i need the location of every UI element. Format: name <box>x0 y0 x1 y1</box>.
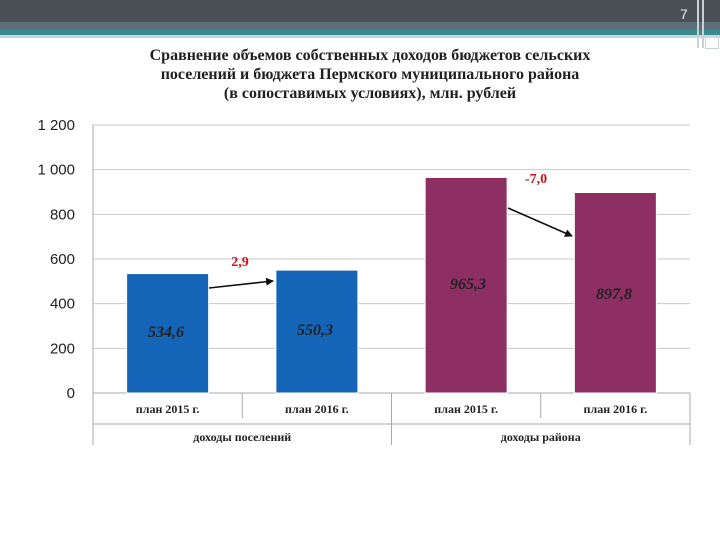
y-tick-label: 0 <box>67 385 75 402</box>
data-label: 550,3 <box>297 322 333 339</box>
x-group-label: доходы поселений <box>193 430 291 444</box>
x-category-label: план 2015 г. <box>136 402 200 416</box>
page-number: 7 <box>680 6 688 22</box>
data-label: 897,8 <box>596 286 632 303</box>
bar <box>275 269 359 394</box>
x-category-label: план 2016 г. <box>584 402 648 416</box>
y-tick-label: 400 <box>50 296 75 313</box>
data-label: 534,6 <box>148 324 184 341</box>
bar <box>424 176 508 394</box>
slide-title: Сравнение объемов собственных доходов бю… <box>60 46 680 103</box>
slide-top-bar <box>0 0 720 22</box>
y-tick-label: 1 000 <box>37 162 75 179</box>
change-arrow <box>507 207 573 237</box>
slide-decor-box <box>705 38 719 49</box>
y-tick-label: 1 200 <box>37 117 75 134</box>
bar <box>126 273 210 394</box>
slide-top-stripe <box>0 22 720 30</box>
slide-title-line: (в сопоставимых условиях), млн. рублей <box>223 85 517 102</box>
bar <box>573 191 657 394</box>
x-category-label: план 2016 г. <box>285 402 349 416</box>
slide-title-line: Сравнение объемов собственных доходов бю… <box>149 47 591 64</box>
y-tick-label: 600 <box>50 251 75 268</box>
change-label: -7,0 <box>525 172 547 187</box>
change-arrow <box>208 277 274 289</box>
change-label: 2,9 <box>231 255 249 270</box>
slide-light-stripe <box>0 35 720 38</box>
x-category-label: план 2015 г. <box>434 402 498 416</box>
slide-decor-line <box>697 0 699 48</box>
y-tick-label: 200 <box>50 340 75 357</box>
x-group-label: доходы района <box>501 430 581 444</box>
y-tick-label: 800 <box>50 206 75 223</box>
slide-title-line: поселений и бюджета Пермского муниципаль… <box>160 66 580 83</box>
data-label: 965,3 <box>450 276 486 293</box>
slide-accent-stripe <box>0 30 720 35</box>
slide-decor-line <box>702 0 704 48</box>
